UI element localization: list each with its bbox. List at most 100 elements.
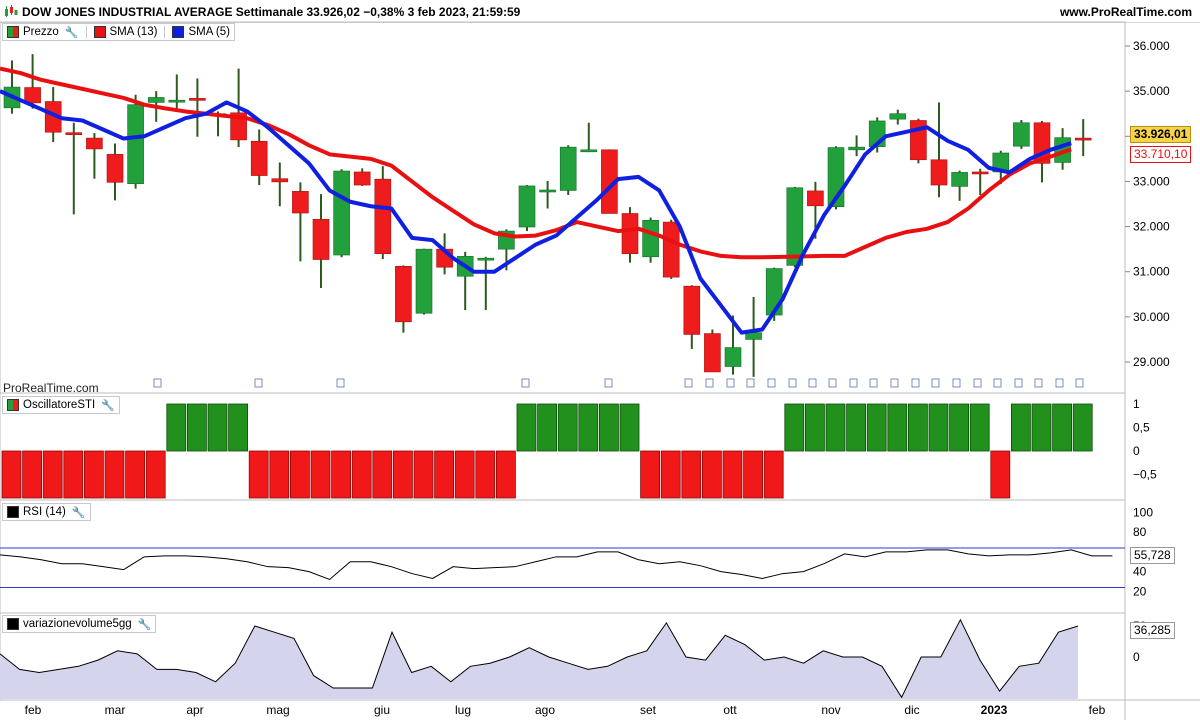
event-icon: [684, 378, 693, 388]
prezzo-label[interactable]: Prezzo: [23, 26, 59, 38]
sti-bar: [1011, 403, 1031, 452]
sti-bar: [413, 450, 434, 499]
sti-bar: [557, 403, 578, 452]
xtick-label: mag: [266, 703, 289, 717]
candle: [127, 94, 144, 189]
sma13-label[interactable]: SMA (13): [109, 26, 158, 38]
sti-bar: [537, 403, 557, 452]
candle: [910, 118, 927, 164]
candle: [889, 109, 907, 125]
sti-swatch-icon: [7, 399, 19, 411]
sti-bar: [289, 450, 310, 499]
event-icon: [849, 378, 858, 388]
candle-body: [971, 171, 989, 175]
sti-bar: [640, 450, 660, 499]
sti-bar: [22, 450, 43, 499]
candle-body: [312, 219, 330, 260]
wrench-icon[interactable]: 🔧: [71, 506, 86, 519]
sti-bar: [310, 450, 331, 499]
sti-bar: [207, 403, 228, 452]
candle-body: [518, 185, 536, 228]
candle: [786, 186, 804, 268]
candle: [745, 296, 762, 377]
sti-bar: [928, 403, 949, 452]
candle: [374, 166, 392, 260]
prezzo-swatch-icon: [7, 26, 19, 38]
sti-bar: [969, 403, 990, 452]
event-icon: [1014, 378, 1023, 388]
sti-bar: [578, 403, 599, 452]
candle-body: [724, 347, 742, 367]
event-icon: [808, 378, 817, 388]
candle-body: [683, 285, 701, 335]
candle: [580, 122, 598, 153]
candle-body: [24, 87, 41, 104]
event-icon: [1075, 378, 1084, 388]
xtick-label: mar: [105, 703, 126, 717]
rsi-label[interactable]: RSI (14): [23, 506, 66, 518]
event-icon: [521, 378, 530, 388]
sti-bar: [743, 450, 763, 499]
event-icon: [153, 378, 162, 388]
ytick-label: −0,5: [1133, 468, 1157, 482]
candle-body: [106, 154, 124, 183]
event-icon: [1034, 378, 1043, 388]
sti-bar: [248, 450, 269, 499]
sti-bar: [722, 450, 743, 499]
top-bar: DOW JONES INDUSTRIAL AVERAGE Settimanale…: [0, 0, 1200, 23]
xtick-label: set: [640, 703, 657, 717]
candle-body: [477, 257, 495, 261]
sma13-swatch-icon: [93, 26, 106, 38]
candle: [642, 217, 659, 263]
candle: [168, 74, 186, 112]
sti-bar: [475, 450, 496, 499]
candle: [312, 194, 330, 288]
panel-frame: [0, 21, 1126, 394]
ytick-label: 36.000: [1133, 39, 1170, 53]
ytick-label: 32.000: [1133, 220, 1170, 234]
ytick-label: 0: [1133, 650, 1140, 664]
candle: [518, 185, 536, 232]
wrench-icon[interactable]: 🔧: [64, 26, 79, 39]
sma5-swatch-icon: [172, 26, 185, 38]
event-icon: [828, 378, 837, 388]
sti-bar: [784, 403, 805, 452]
candle-body: [292, 191, 309, 214]
sti-bar: [42, 450, 63, 499]
candle: [621, 207, 639, 263]
candle-body: [951, 172, 968, 187]
candle: [951, 170, 968, 201]
ytick-label: 1: [1133, 397, 1140, 411]
rsi-swatch-icon: [7, 506, 19, 518]
candle-body: [415, 248, 433, 314]
wrench-icon[interactable]: 🔧: [101, 399, 115, 412]
candle-body: [642, 219, 659, 258]
sti-bar: [619, 403, 640, 452]
brand-link[interactable]: www.ProRealTime.com: [1059, 5, 1192, 19]
sma13-price-tag: 33.710,10: [1130, 146, 1192, 163]
xtick-label: dic: [904, 703, 919, 717]
watermark: ProRealTime.com: [3, 381, 99, 395]
sma5-label[interactable]: SMA (5): [188, 26, 230, 38]
candle-body: [807, 190, 824, 207]
candle: [353, 168, 371, 186]
candle-body: [168, 99, 186, 103]
event-icon: [767, 378, 776, 388]
candle: [86, 133, 103, 179]
sti-bar: [228, 403, 249, 452]
vol-legend: variazionevolume5gg 🔧: [2, 615, 157, 633]
candle: [250, 129, 268, 186]
candle-body: [889, 113, 907, 120]
sti-bar: [866, 403, 887, 452]
wrench-icon[interactable]: 🔧: [137, 618, 152, 631]
candle: [271, 162, 289, 207]
candle-body: [559, 146, 577, 191]
candle-body: [930, 159, 948, 186]
candle-body: [539, 189, 556, 193]
sti-label[interactable]: OscillatoreSTI: [23, 399, 96, 411]
sti-bar: [495, 450, 516, 499]
candle: [683, 285, 701, 349]
sti-bar: [702, 450, 722, 499]
vol-label[interactable]: variazionevolume5gg: [23, 618, 132, 630]
